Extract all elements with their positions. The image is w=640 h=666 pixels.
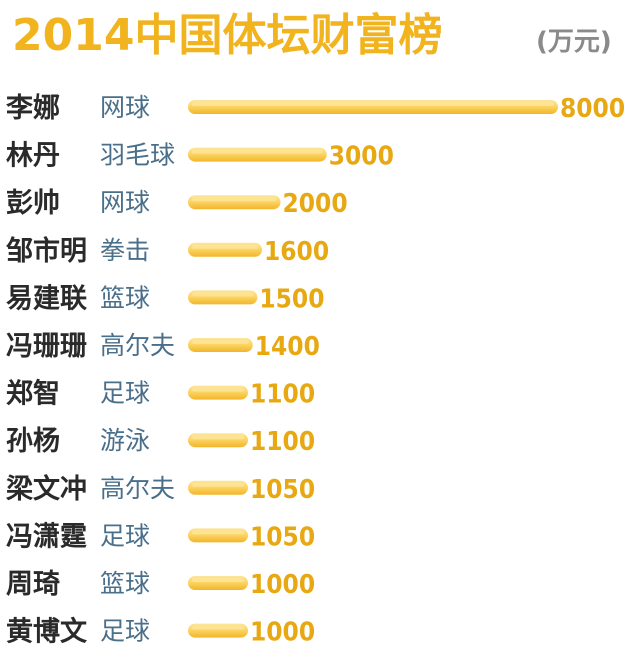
athlete-name-label: 梁文冲 <box>6 473 87 505</box>
chart-row: 易建联 篮球 1500 <box>6 283 324 314</box>
value-label: 1400 <box>255 332 320 362</box>
bar-highlight <box>192 387 244 392</box>
chart-row: 孙杨 游泳 1100 <box>6 426 315 457</box>
bar-highlight <box>192 340 249 344</box>
athlete-name-label: 冯珊珊 <box>6 331 87 362</box>
value-label: 1000 <box>250 570 315 600</box>
bar-highlight <box>192 292 254 297</box>
bar-highlight <box>192 435 244 440</box>
chart-row: 黄博文 足球 1000 <box>6 616 315 648</box>
chart-row: 周琦 篮球 1000 <box>6 569 315 600</box>
value-label: 1600 <box>264 237 329 267</box>
bar-highlight <box>192 197 277 202</box>
bar-highlight <box>192 244 258 249</box>
chart-row: 冯珊珊 高尔夫 1400 <box>6 331 320 362</box>
chart-row: 梁文冲 高尔夫 1050 <box>6 473 315 505</box>
athlete-name-label: 邹市明 <box>6 235 87 267</box>
bar-highlight <box>192 625 244 630</box>
value-label: 3000 <box>329 142 394 172</box>
sport-label: 拳击 <box>100 236 150 265</box>
sport-label: 篮球 <box>100 569 150 598</box>
sport-label: 足球 <box>100 379 150 408</box>
bar-highlight <box>192 482 244 487</box>
sport-label: 游泳 <box>100 426 150 455</box>
chart-row: 林丹 羽毛球 3000 <box>6 141 394 172</box>
value-label: 1100 <box>250 380 315 410</box>
athlete-name-label: 冯潇霆 <box>6 521 87 552</box>
sport-label: 网球 <box>100 188 150 217</box>
sport-label: 高尔夫 <box>100 474 175 503</box>
value-label: 1050 <box>250 522 315 552</box>
chart-row: 郑智 足球 1100 <box>6 379 315 410</box>
chart-row: 冯潇霆 足球 1050 <box>6 521 315 552</box>
chart-title: 2014中国体坛财富榜 <box>12 10 442 61</box>
athlete-name-label: 郑智 <box>6 379 60 410</box>
bar-highlight <box>192 102 554 106</box>
sport-label: 网球 <box>100 93 150 122</box>
sport-label: 羽毛球 <box>100 141 175 170</box>
chart-row: 彭帅 网球 2000 <box>6 188 348 219</box>
sport-label: 足球 <box>100 617 150 646</box>
sport-label: 高尔夫 <box>100 331 175 360</box>
athlete-name-label: 彭帅 <box>6 188 60 219</box>
athlete-name-label: 孙杨 <box>6 426 60 457</box>
bar-highlight <box>192 149 323 154</box>
value-label: 1050 <box>250 475 315 505</box>
athlete-name-label: 黄博文 <box>6 616 88 648</box>
athlete-name-label: 林丹 <box>6 141 60 172</box>
value-label: 1500 <box>259 284 324 314</box>
value-label: 8000 <box>560 94 625 124</box>
athlete-name-label: 易建联 <box>6 283 87 314</box>
sport-label: 篮球 <box>100 283 150 312</box>
chart-row: 李娜 网球 8000 <box>5 93 625 124</box>
athlete-name-label: 周琦 <box>6 569 60 600</box>
value-label: 1000 <box>250 618 315 648</box>
bar-highlight <box>192 578 244 582</box>
value-label: 1100 <box>250 427 315 457</box>
value-label: 2000 <box>283 189 348 219</box>
sport-label: 足球 <box>100 521 150 550</box>
bar-highlight <box>192 530 244 535</box>
chart-row: 邹市明 拳击 1600 <box>6 235 329 267</box>
chart-unit: (万元) <box>536 27 612 57</box>
athlete-name-label: 李娜 <box>5 93 60 124</box>
